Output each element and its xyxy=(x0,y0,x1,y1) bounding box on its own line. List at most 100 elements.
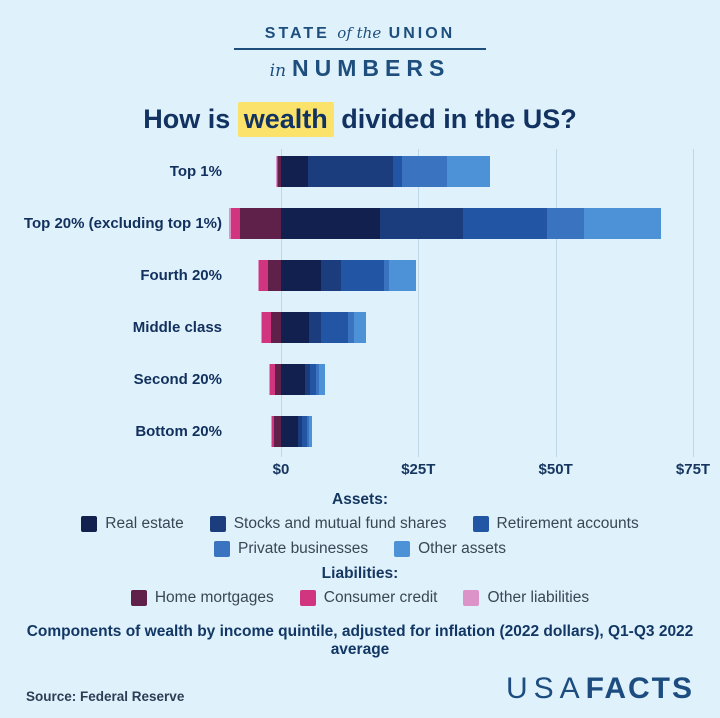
segment-retirement-accounts xyxy=(321,312,348,343)
segment-other-assets xyxy=(318,364,325,395)
page-title: How is wealth divided in the US? xyxy=(0,102,720,137)
segment-private-businesses xyxy=(316,364,319,395)
segment-other-liabilities xyxy=(271,416,272,447)
segment-private-businesses xyxy=(402,156,448,187)
segment-other-liabilities xyxy=(268,364,270,395)
segment-home-mortgages xyxy=(277,156,281,187)
x-tick-50t: $50T xyxy=(538,461,573,478)
chart-caption: Components of wealth by income quintile,… xyxy=(26,623,694,658)
legend-swatch-private-businesses xyxy=(214,541,231,557)
segment-stocks-and-mutual-fund-shares xyxy=(308,156,393,187)
segment-other-liabilities xyxy=(257,260,260,291)
wealth-stacked-bar-chart: $0 $25T $50T $75T Top 1% Top 20% (excluding t… xyxy=(0,149,720,481)
category-label-top-1: Top 1% xyxy=(169,163,222,180)
segment-other-assets xyxy=(447,156,491,187)
assets-legend-heading: Assets: xyxy=(332,491,388,508)
segment-retirement-accounts xyxy=(340,260,384,291)
legend-item-stocks-and-mutual-fund-shares: Stocks and mutual fund shares xyxy=(209,515,447,533)
segment-real-estate xyxy=(281,364,306,395)
legend-label-real-estate: Real estate xyxy=(105,515,184,532)
segment-stocks-and-mutual-fund-shares xyxy=(321,260,341,291)
liabilities-legend-row: Home mortgages Consumer credit Other liabi… xyxy=(0,589,720,607)
legend-item-other-assets: Other assets xyxy=(394,540,506,558)
segment-private-businesses xyxy=(547,208,584,239)
segment-other-assets xyxy=(309,416,313,447)
segment-real-estate xyxy=(281,156,309,187)
segment-retirement-accounts xyxy=(310,364,317,395)
category-label-second-20: Second 20% xyxy=(133,371,222,388)
legend-swatch-real-estate xyxy=(81,516,98,532)
legend-label-private-businesses: Private businesses xyxy=(238,540,369,557)
legend-label-stocks-and-mutual-fund-shares: Stocks and mutual fund shares xyxy=(233,515,447,532)
segment-retirement-accounts xyxy=(392,156,403,187)
title-suffix: divided in the US? xyxy=(333,104,577,134)
segment-private-businesses xyxy=(383,260,389,291)
segment-consumer-credit xyxy=(231,208,240,239)
logo-of-the-text: of the xyxy=(337,24,382,42)
gridline-25t xyxy=(418,149,420,457)
legend-item-home-mortgages: Home mortgages xyxy=(130,589,274,607)
title-highlight-wealth: wealth xyxy=(237,102,334,137)
segment-stocks-and-mutual-fund-shares xyxy=(298,416,302,447)
legend-item-retirement-accounts: Retirement accounts xyxy=(472,515,639,533)
segment-stocks-and-mutual-fund-shares xyxy=(309,312,322,343)
segment-other-assets xyxy=(388,260,416,291)
legend-label-other-liabilities: Other liabilities xyxy=(487,589,590,606)
segment-real-estate xyxy=(281,312,310,343)
segment-stocks-and-mutual-fund-shares xyxy=(380,208,464,239)
segment-home-mortgages xyxy=(267,260,281,291)
segment-consumer-credit xyxy=(270,364,275,395)
legend-item-other-liabilities: Other liabilities xyxy=(463,589,589,607)
logo-line-2: in NUMBERS xyxy=(0,55,720,82)
segment-real-estate xyxy=(281,416,299,447)
segment-stocks-and-mutual-fund-shares xyxy=(305,364,311,395)
gridline-0 xyxy=(281,149,282,457)
segment-real-estate xyxy=(281,208,381,239)
legend-swatch-other-liabilities xyxy=(463,590,480,606)
logo-in-text: in xyxy=(269,61,287,81)
segment-home-mortgages xyxy=(239,208,281,239)
segment-home-mortgages xyxy=(274,364,281,395)
legend-swatch-other-assets xyxy=(394,541,411,557)
category-label-top-20-excluding-top-1: Top 20% (excluding top 1%) xyxy=(23,215,222,232)
segment-other-assets xyxy=(354,312,367,343)
category-label-bottom-20: Bottom 20% xyxy=(135,423,222,440)
segment-other-liabilities xyxy=(275,156,277,187)
segment-home-mortgages xyxy=(273,416,281,447)
segment-home-mortgages xyxy=(271,312,281,343)
footer: Source: Federal Reserve USAFACTS xyxy=(0,674,720,705)
x-tick-25t: $25T xyxy=(401,461,436,478)
logo-numbers-text: NUMBERS xyxy=(292,55,451,81)
usafacts-logo: USAFACTS xyxy=(506,674,694,704)
legend-swatch-retirement-accounts xyxy=(472,516,489,532)
x-tick-0: $0 xyxy=(272,461,290,478)
segment-private-businesses xyxy=(348,312,355,343)
category-label-fourth-20: Fourth 20% xyxy=(140,267,222,284)
state-of-the-union-logo: STATE of the UNION in NUMBERS xyxy=(0,0,720,82)
segment-consumer-credit xyxy=(259,260,268,291)
assets-legend-row-1: Real estate Stocks and mutual fund shares… xyxy=(0,515,720,533)
legend-item-consumer-credit: Consumer credit xyxy=(299,589,438,607)
segment-other-assets xyxy=(583,208,661,239)
segment-consumer-credit xyxy=(271,416,274,447)
segment-retirement-accounts xyxy=(463,208,548,239)
segment-consumer-credit xyxy=(262,312,272,343)
logo-union-text: UNION xyxy=(388,25,456,42)
legend-swatch-home-mortgages xyxy=(130,590,147,606)
legend-label-consumer-credit: Consumer credit xyxy=(323,589,438,606)
category-label-middle-class: Middle class xyxy=(132,319,222,336)
gridline-75t xyxy=(693,149,694,457)
x-tick-75t: $75T xyxy=(675,461,711,478)
source-attribution: Source: Federal Reserve xyxy=(26,689,185,704)
usafacts-facts-text: FACTS xyxy=(585,672,694,705)
liabilities-legend-heading: Liabilities: xyxy=(321,565,399,582)
segment-real-estate xyxy=(281,260,322,291)
logo-line-1: STATE of the UNION xyxy=(0,24,720,43)
title-prefix: How is xyxy=(143,104,238,134)
legend-item-private-businesses: Private businesses xyxy=(214,540,368,558)
assets-legend-row-2: Private businesses Other assets xyxy=(0,540,720,558)
segment-other-liabilities xyxy=(261,312,263,343)
legend-swatch-stocks-and-mutual-fund-shares xyxy=(209,516,226,532)
legend-label-other-assets: Other assets xyxy=(418,540,506,557)
